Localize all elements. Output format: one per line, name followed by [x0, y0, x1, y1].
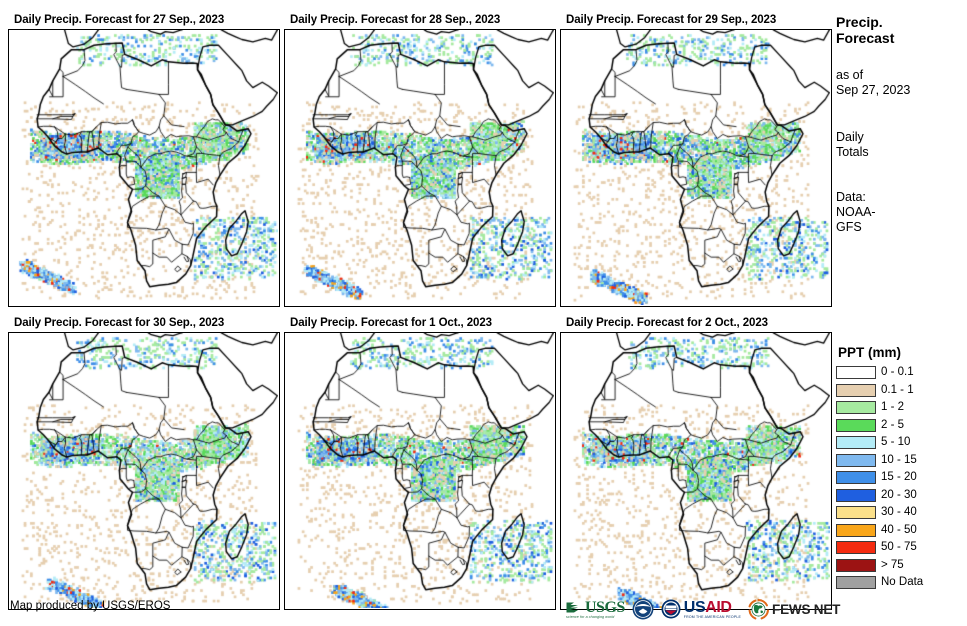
data-source-line3: GFS: [836, 220, 862, 234]
legend-swatch: [836, 366, 876, 380]
info-title-line2: Forecast: [836, 30, 895, 46]
info-column: Precip. Forecast as of Sep 27, 2023 Dail…: [836, 14, 967, 235]
legend-label: 1 - 2: [881, 401, 905, 414]
map-frame[interactable]: [560, 332, 832, 610]
panel-title: Daily Precip. Forecast for 29 Sep., 2023: [566, 14, 777, 26]
logo-bar: USGS science for a changing world: [566, 596, 847, 622]
legend-item: 50 - 75: [836, 539, 967, 557]
legend-swatch: [836, 506, 876, 520]
usgs-logo: USGS science for a changing world: [566, 596, 625, 622]
panel-title: Daily Precip. Forecast for 2 Oct., 2023: [566, 317, 768, 329]
map-frame[interactable]: [284, 332, 556, 610]
legend-item: 15 - 20: [836, 469, 967, 487]
panel-title: Daily Precip. Forecast for 27 Sep., 2023: [14, 14, 225, 26]
panel-title: Daily Precip. Forecast for 28 Sep., 2023: [290, 14, 501, 26]
precip-raster-africa: [285, 30, 554, 305]
map-frame[interactable]: [284, 29, 556, 307]
fews-globe-icon: [748, 598, 770, 619]
map-panel-2-oct[interactable]: Daily Precip. Forecast for 2 Oct., 2023: [560, 317, 832, 610]
usaid-wordmark: USAID: [683, 598, 732, 616]
precip-raster-africa: [561, 30, 830, 305]
map-panel-29-sep[interactable]: Daily Precip. Forecast for 29 Sep., 2023: [560, 14, 832, 307]
map-credit: Map produced by USGS/EROS: [10, 600, 171, 612]
legend-label: 40 - 50: [881, 523, 917, 536]
legend-item: 5 - 10: [836, 434, 967, 452]
map-panel-28-sep[interactable]: Daily Precip. Forecast for 28 Sep., 2023: [284, 14, 556, 307]
legend-item: 2 - 5: [836, 417, 967, 435]
legend-swatch: [836, 436, 876, 450]
usgs-tagline: science for a changing world: [566, 614, 615, 619]
legend-label: 5 - 10: [881, 436, 911, 449]
legend-item: 10 - 15: [836, 452, 967, 470]
map-panel-1-oct[interactable]: Daily Precip. Forecast for 1 Oct., 2023: [284, 317, 556, 610]
legend-label: 15 - 20: [881, 471, 917, 484]
map-frame[interactable]: [8, 332, 280, 610]
legend-swatch: [836, 401, 876, 415]
noaa-logo: [632, 596, 654, 622]
totals-line1: Daily: [836, 130, 864, 144]
as-of-line1: as of: [836, 68, 864, 82]
legend: PPT (mm) 0 - 0.1 0.1 - 1 1 - 2 2 - 5 5 - 10 1…: [836, 345, 967, 592]
legend-label: > 75: [881, 558, 904, 571]
data-source-line2: NOAA-: [836, 205, 876, 219]
legend-swatch: [836, 453, 876, 467]
as-of-line2: Sep 27, 2023: [836, 83, 911, 97]
legend-item: 30 - 40: [836, 504, 967, 522]
map-panel-30-sep[interactable]: Daily Precip. Forecast for 30 Sep., 2023: [8, 317, 280, 610]
precip-raster-africa: [285, 333, 554, 608]
legend-label: 0 - 0.1: [881, 366, 914, 379]
legend-label: 0.1 - 1: [881, 383, 914, 396]
legend-title: PPT (mm): [838, 345, 902, 360]
legend-swatch: [836, 418, 876, 432]
legend-label: 2 - 5: [881, 418, 905, 431]
precip-raster-africa: [561, 333, 830, 608]
data-source-line1: Data:: [836, 190, 866, 204]
legend-item: 0.1 - 1: [836, 382, 967, 400]
legend-swatch: [836, 541, 876, 555]
totals-line2: Totals: [836, 145, 869, 159]
legend-item: 0 - 0.1: [836, 364, 967, 382]
legend-label: 50 - 75: [881, 541, 917, 554]
legend-item: 40 - 50: [836, 522, 967, 540]
legend-swatch: [836, 488, 876, 502]
fews-net-wordmark: FEWS NET: [772, 601, 841, 617]
legend-item: > 75: [836, 557, 967, 575]
noaa-seal-icon: [632, 598, 654, 620]
legend-item: No Data: [836, 574, 967, 592]
legend-swatch: [836, 383, 876, 397]
legend-label: 10 - 15: [881, 453, 917, 466]
usaid-seal-icon: [661, 599, 681, 619]
legend-item: 20 - 30: [836, 487, 967, 505]
map-panel-27-sep[interactable]: Daily Precip. Forecast for 27 Sep., 2023: [8, 14, 280, 307]
precip-raster-africa: [9, 333, 278, 608]
map-frame[interactable]: [560, 29, 832, 307]
legend-swatch: [836, 576, 876, 590]
panel-title: Daily Precip. Forecast for 1 Oct., 2023: [290, 317, 492, 329]
usaid-logo: USAID FROM THE AMERICAN PEOPLE: [661, 596, 741, 622]
legend-label: 30 - 40: [881, 506, 917, 519]
usgs-mark-icon: [566, 602, 578, 612]
legend-swatch: [836, 471, 876, 485]
legend-label: 20 - 30: [881, 488, 917, 501]
legend-swatch: [836, 558, 876, 572]
fews-net-logo: FEWS NET: [748, 596, 840, 622]
usgs-wordmark: USGS: [585, 598, 625, 616]
info-title-line1: Precip.: [836, 14, 883, 30]
legend-label: No Data: [881, 576, 924, 589]
usaid-tagline: FROM THE AMERICAN PEOPLE: [683, 614, 742, 619]
precip-raster-africa: [9, 30, 278, 305]
panel-title: Daily Precip. Forecast for 30 Sep., 2023: [14, 317, 225, 329]
legend-item: 1 - 2: [836, 399, 967, 417]
legend-swatch: [836, 523, 876, 537]
map-frame[interactable]: [8, 29, 280, 307]
